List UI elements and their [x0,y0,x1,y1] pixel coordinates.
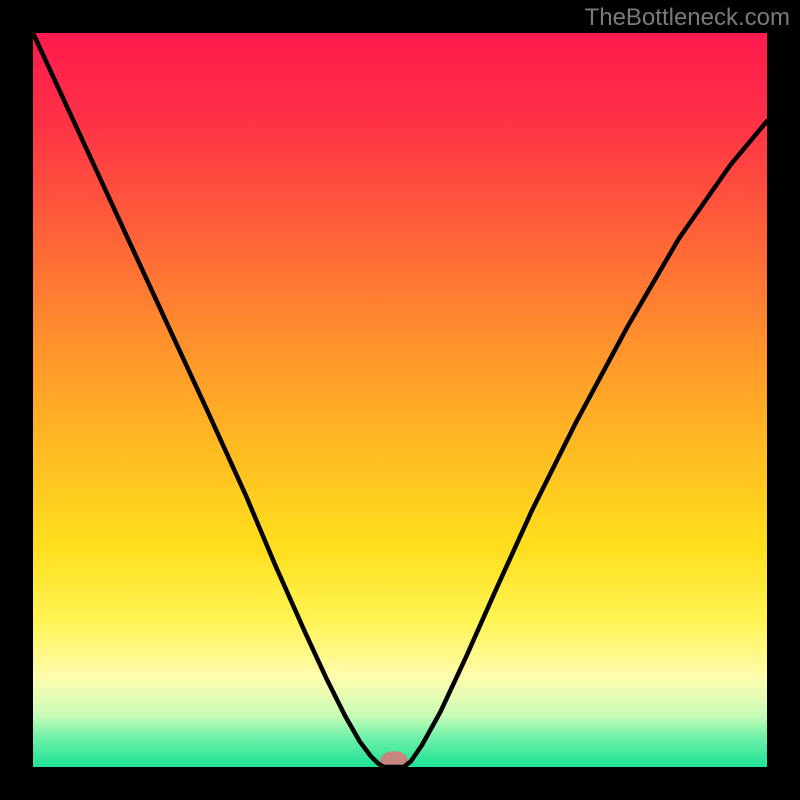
bottleneck-chart [0,0,800,800]
watermark-text: TheBottleneck.com [585,4,790,32]
plot-background [33,33,767,767]
chart-container: TheBottleneck.com [0,0,800,800]
